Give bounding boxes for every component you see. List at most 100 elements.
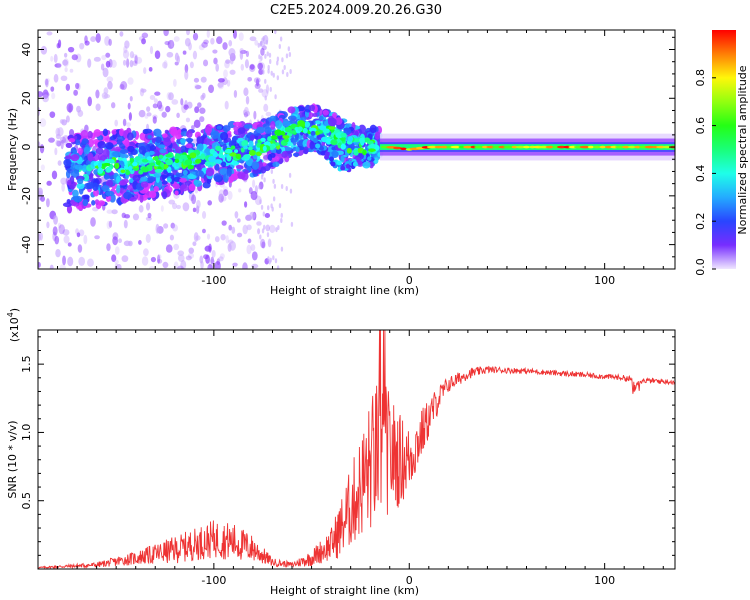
spectral-speckle (279, 36, 283, 42)
spectral-peak (174, 153, 181, 160)
spectral-peak (146, 156, 153, 161)
spectral-speckle (203, 59, 209, 67)
spectral-blob (138, 146, 147, 155)
spectral-blob (309, 141, 315, 150)
spectral-speckle (172, 224, 178, 232)
spectral-blob (72, 189, 79, 198)
spectral-speckle (196, 199, 201, 209)
spectral-speckle (53, 53, 58, 64)
spectral-peak (195, 158, 202, 164)
spectral-blob (216, 125, 222, 130)
spectral-speckle (62, 255, 66, 266)
spectral-speckle (138, 204, 144, 213)
spectral-blob (76, 178, 84, 185)
spectral-peak (368, 148, 376, 152)
spectral-speckle (129, 60, 134, 68)
spectral-speckle (168, 199, 176, 205)
spectral-blob (65, 155, 72, 160)
spectral-speckle (134, 55, 138, 64)
spectral-speckle (183, 104, 189, 110)
spectral-speckle (50, 86, 55, 92)
spectral-speckle (265, 39, 269, 45)
spectral-speckle (141, 32, 149, 39)
y-axis-title: SNR (10 * v/v) (6, 420, 19, 498)
spectral-peak (622, 145, 631, 149)
spectral-speckle (170, 222, 176, 229)
spectral-blob (300, 116, 307, 122)
spectral-speckle (160, 205, 164, 212)
spectral-speckle (176, 204, 182, 210)
spectral-speckle (194, 106, 200, 114)
spectral-speckle (184, 70, 189, 80)
spectral-speckle (242, 224, 248, 235)
spectral-peak (200, 153, 206, 160)
spectral-speckle (146, 106, 151, 112)
spectral-peak (141, 158, 149, 163)
spectral-speckle (201, 92, 206, 99)
spectral-blob (147, 134, 152, 139)
spectral-speckle (263, 224, 266, 230)
heatmap-frame (37, 29, 676, 270)
spectral-speckle (48, 137, 55, 143)
spectral-blob (162, 133, 168, 138)
spectral-peak (114, 162, 120, 169)
spectral-speckle (280, 184, 284, 190)
spectral-speckle (127, 102, 131, 110)
spectral-blob (83, 194, 90, 200)
spectral-speckle (119, 31, 124, 37)
spectral-speckle (260, 204, 264, 210)
spectral-speckle (197, 102, 202, 108)
spectral-blob (231, 136, 238, 142)
spectral-speckle (64, 66, 68, 73)
spectral-speckle (108, 220, 113, 228)
spectral-speckle (153, 98, 158, 104)
spectral-speckle (199, 255, 204, 264)
spectral-speckle (259, 199, 262, 205)
spectral-speckle (49, 264, 54, 269)
spectral-speckle (90, 217, 96, 227)
spectral-peak (474, 145, 486, 149)
spectral-peak (644, 145, 655, 149)
spectral-speckle (50, 55, 54, 62)
spectral-speckle (255, 78, 260, 87)
spectral-peak (353, 149, 359, 156)
spectral-speckle (257, 62, 263, 70)
spectral-peak (260, 137, 266, 142)
spectral-speckle (95, 89, 100, 99)
spectral-speckle (232, 30, 237, 39)
spectral-speckle (157, 100, 163, 110)
spectral-speckle (180, 98, 184, 106)
spectral-blob (220, 131, 229, 141)
y-tick-label: 20 (20, 91, 33, 105)
colorbar-gradient (712, 30, 736, 269)
spectral-blob (62, 202, 72, 208)
y-tick-label: -20 (20, 187, 33, 205)
spectral-speckle (155, 223, 160, 234)
spectral-peak (189, 152, 197, 159)
spectral-speckle (121, 212, 126, 219)
spectral-speckle (207, 200, 213, 206)
spectral-speckle (77, 109, 84, 117)
spectral-speckle (276, 60, 279, 66)
spectral-blob (147, 176, 156, 183)
spectral-blob (243, 169, 249, 174)
spectral-blob (185, 143, 192, 149)
spectral-speckle (274, 258, 278, 264)
spectral-speckle (106, 209, 113, 214)
spectral-blob (82, 199, 89, 207)
spectral-blob (226, 167, 232, 177)
spectral-peak (247, 146, 253, 151)
spectral-speckle (106, 76, 114, 83)
spectral-speckle (123, 219, 128, 229)
spectral-blob (233, 125, 239, 132)
spectral-speckle (67, 46, 75, 53)
spectral-speckle (148, 265, 155, 269)
spectral-peak (362, 149, 367, 156)
spectral-speckle (263, 177, 266, 183)
spectral-blob (72, 202, 80, 207)
spectral-speckle (104, 35, 111, 46)
x-tick-label: -100 (201, 274, 226, 287)
spectral-speckle (260, 47, 265, 56)
spectral-peak (208, 155, 216, 163)
spectral-blob (164, 129, 169, 134)
